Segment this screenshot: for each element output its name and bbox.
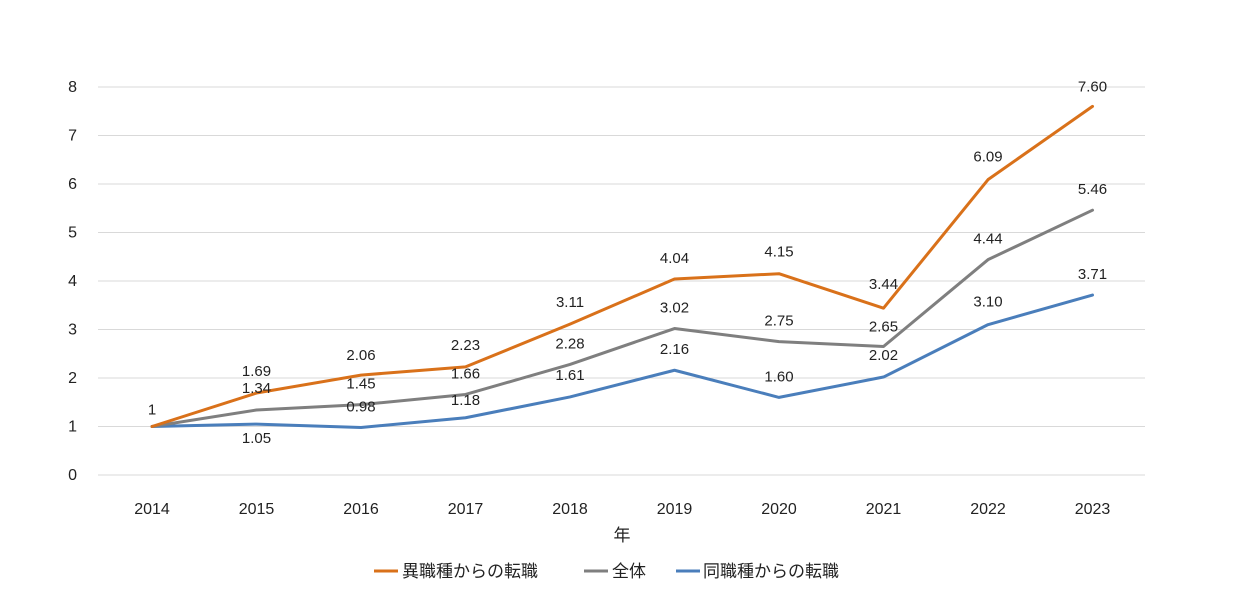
data-label-s0-2020: 4.15	[764, 244, 793, 261]
data-label-s2-2023: 3.71	[1078, 266, 1107, 283]
x-tick-label: 2019	[657, 501, 693, 518]
y-tick-label: 6	[68, 176, 77, 193]
x-tick-label: 2014	[134, 501, 170, 518]
data-label-s1-2018: 2.28	[555, 335, 584, 352]
legend: 異職種からの転職 全体 同職種からの転職	[374, 562, 839, 582]
y-tick-label: 7	[68, 128, 77, 145]
y-tick-label: 4	[68, 273, 77, 290]
x-tick-label: 2020	[761, 501, 797, 518]
data-label-s1-2017: 1.66	[451, 365, 480, 382]
data-label-s1-2016: 1.45	[346, 376, 375, 393]
x-tick-label: 2023	[1075, 501, 1111, 518]
data-label-s1-2022: 4.44	[973, 231, 1002, 248]
data-label-s2-2018: 1.61	[555, 367, 584, 384]
data-label-s2-2020: 1.60	[764, 368, 793, 385]
series-line-2	[150, 293, 1094, 429]
y-tick-label: 2	[68, 370, 77, 387]
legend-label-0: 異職種からの転職	[402, 562, 538, 582]
data-label-s0-2014: 1	[148, 402, 156, 419]
x-axis-title: 年	[614, 526, 631, 546]
y-tick-label: 5	[68, 225, 77, 242]
x-tick-label: 2021	[866, 501, 902, 518]
legend-label-2: 同職種からの転職	[703, 562, 839, 582]
series-line-0	[150, 104, 1094, 428]
x-tick-label: 2018	[552, 501, 588, 518]
data-label-s1-2019: 3.02	[660, 300, 689, 317]
data-label-s2-2019: 2.16	[660, 341, 689, 358]
series-line-1	[150, 208, 1094, 428]
data-label-s0-2016: 2.06	[346, 347, 375, 364]
y-axis-ticks: 0 1 2 3 4 5 6 7 8	[68, 79, 77, 484]
x-axis-ticks: 2014 2015 2016 2017 2018 2019 2020 2021 2022 2023	[134, 501, 1110, 518]
data-label-s2-2022: 3.10	[973, 294, 1002, 311]
data-label-s0-2022: 6.09	[973, 149, 1002, 166]
data-label-s1-2021: 2.65	[869, 318, 898, 335]
x-tick-label: 2017	[448, 501, 484, 518]
y-tick-label: 0	[68, 467, 77, 484]
data-label-s0-2017: 2.23	[451, 337, 480, 354]
data-label-s2-2015: 1.05	[242, 430, 271, 447]
x-tick-label: 2022	[970, 501, 1006, 518]
data-label-s1-2015: 1.34	[242, 380, 271, 397]
data-label-s0-2015: 1.69	[242, 363, 271, 380]
gridlines	[98, 86, 1145, 476]
data-label-s2-2017: 1.18	[451, 392, 480, 409]
data-label-s0-2021: 3.44	[869, 276, 898, 293]
y-tick-label: 8	[68, 79, 77, 96]
data-label-s0-2023: 7.60	[1078, 78, 1107, 95]
y-tick-label: 3	[68, 322, 77, 339]
data-label-s2-2016: 0.98	[346, 398, 375, 415]
data-label-s1-2023: 5.46	[1078, 181, 1107, 198]
legend-label-1: 全体	[612, 562, 646, 582]
x-tick-label: 2015	[239, 501, 275, 518]
data-label-s0-2019: 4.04	[660, 250, 689, 267]
data-label-s2-2021: 2.02	[869, 347, 898, 364]
data-labels: 1 1.69 2.06 2.23 3.11 4.04 4.15 3.44 6.09 7.60 1.3…	[148, 78, 1107, 447]
series-lines	[150, 104, 1094, 429]
data-label-s1-2020: 2.75	[764, 313, 793, 330]
y-tick-label: 1	[68, 419, 77, 436]
x-tick-label: 2016	[343, 501, 379, 518]
data-label-s0-2018: 3.11	[556, 294, 584, 311]
